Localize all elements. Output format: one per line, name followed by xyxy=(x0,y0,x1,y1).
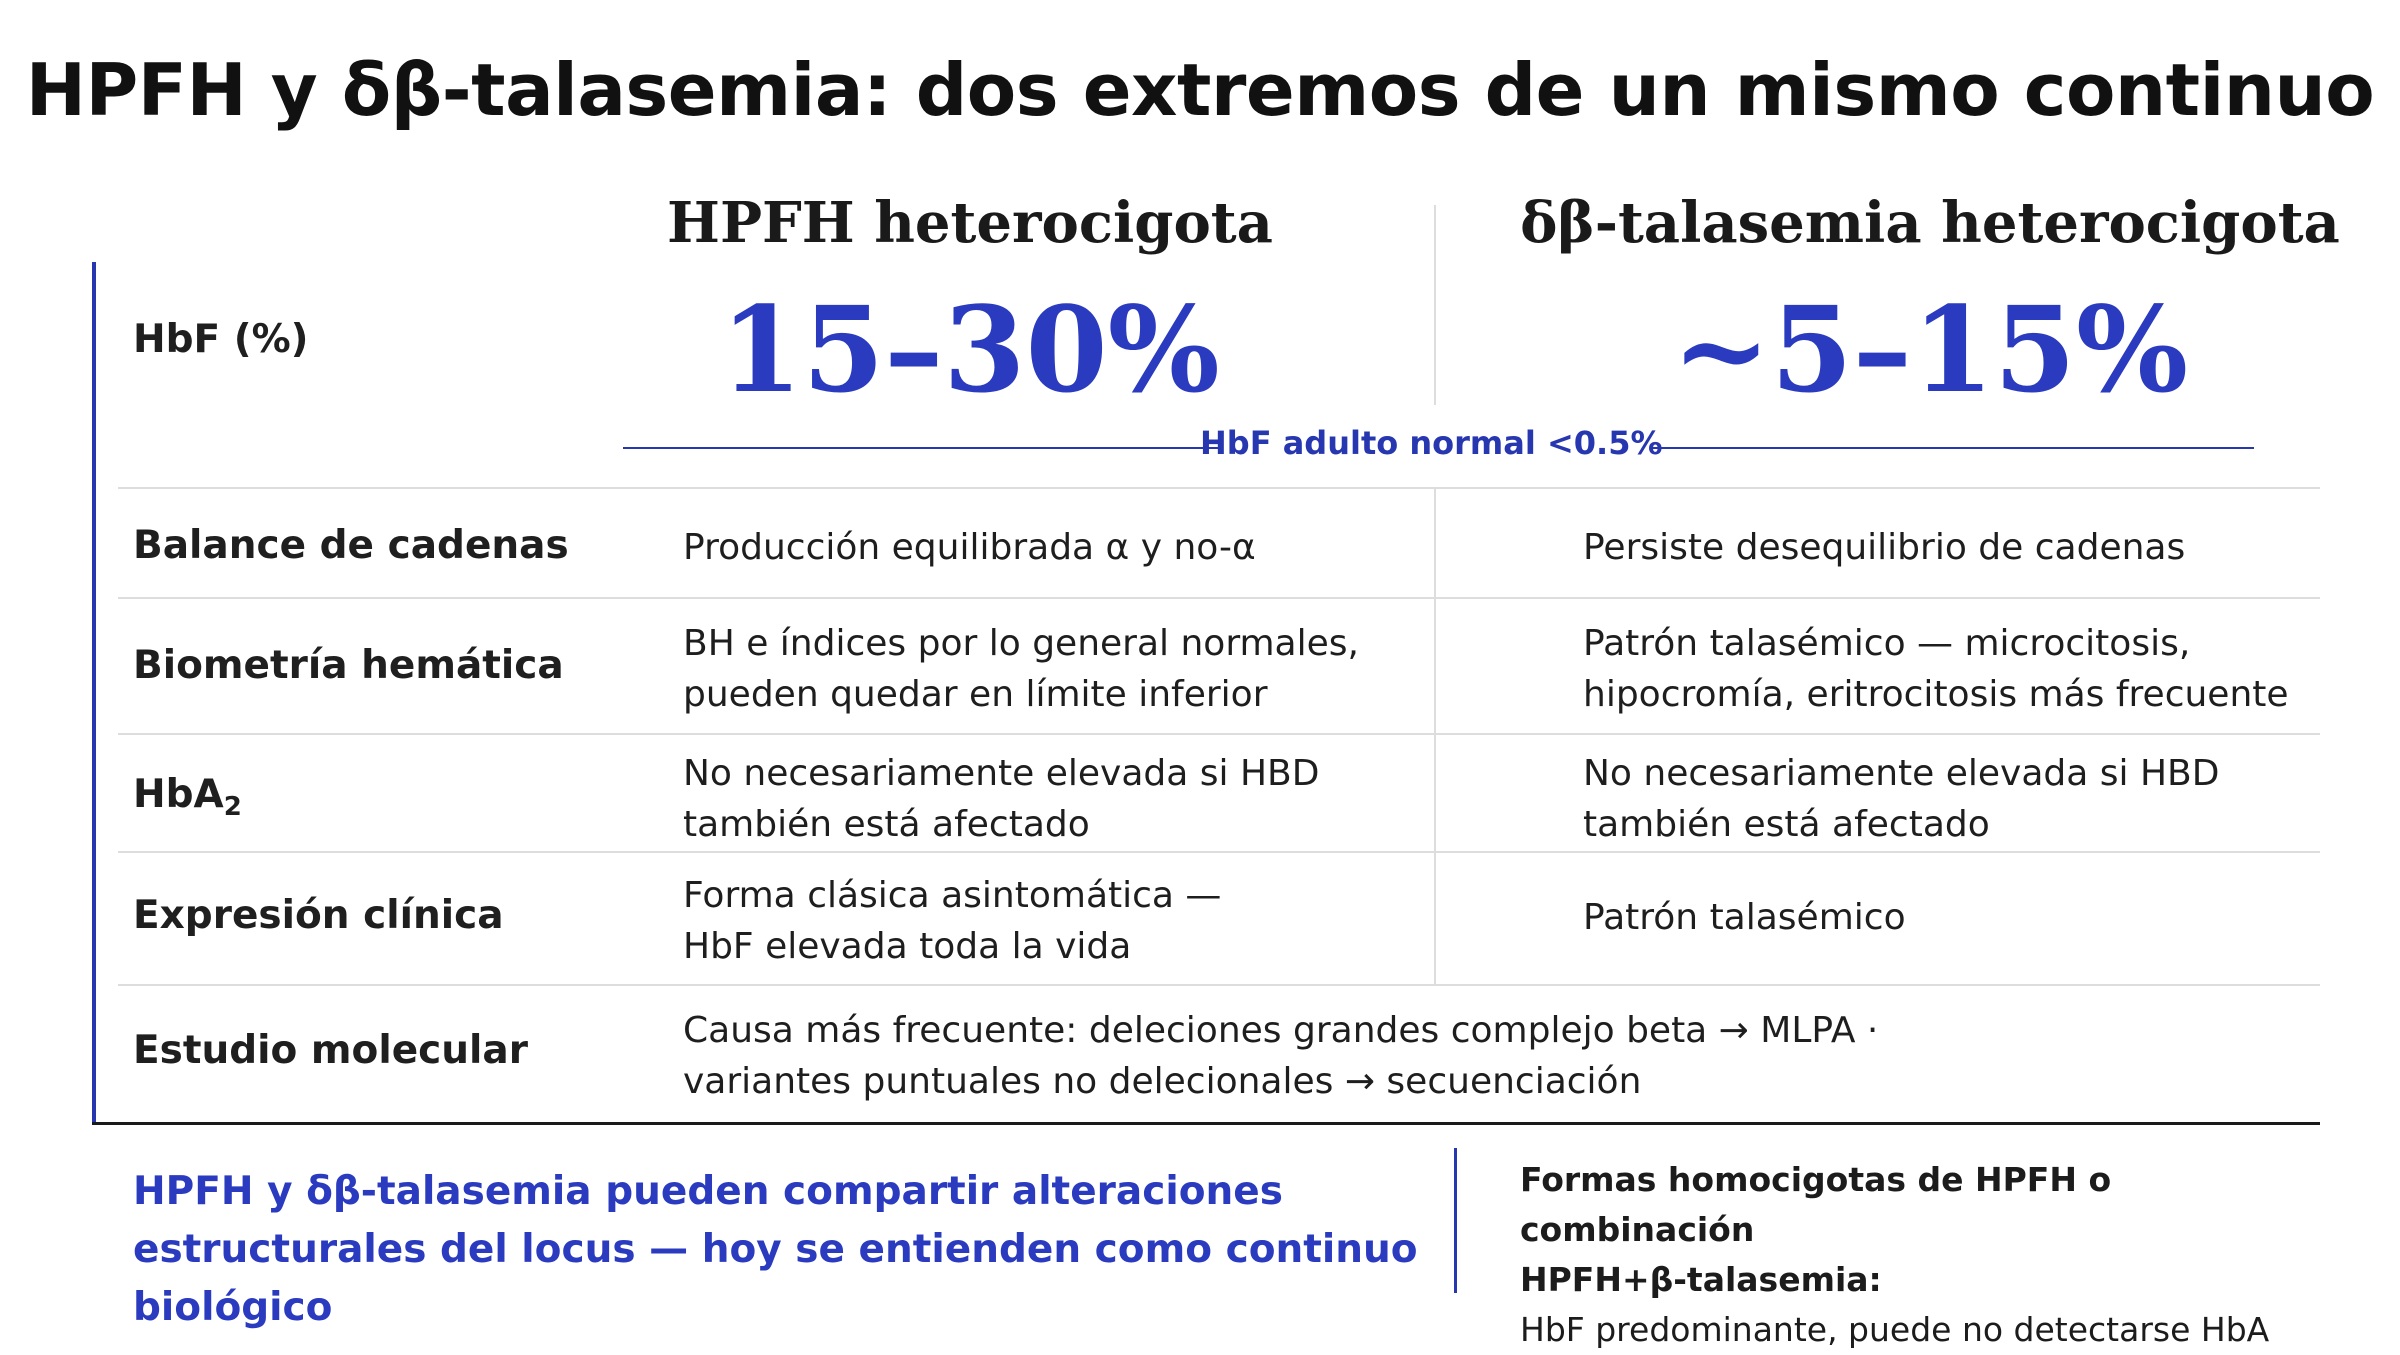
cell-line: Patrón talasémico — microcitosis, xyxy=(1583,623,2191,664)
row-divider xyxy=(118,733,2320,735)
cell-line: también está afectado xyxy=(1583,804,1990,845)
cell-line: variantes puntuales no delecionales → se… xyxy=(683,1061,1642,1102)
column-divider xyxy=(1434,489,1436,984)
hbf-value-hpfh: 15–30% xyxy=(720,280,1220,419)
cell-balance-db-thal: Persiste desequilibrio de cadenas xyxy=(1583,522,2185,573)
hbf-value-db-thal: ~5–15% xyxy=(1671,280,2189,419)
cell-line: pueden quedar en límite inferior xyxy=(683,674,1268,715)
cell-line: hipocromía, eritrocitosis más frecuente xyxy=(1583,674,2289,715)
row-label-molecular: Estudio molecular xyxy=(133,1028,528,1073)
row-divider xyxy=(118,487,2320,489)
cell-line: Causa más frecuente: deleciones grandes … xyxy=(683,1010,1879,1051)
cell-text: Producción equilibrada α y no-α xyxy=(683,527,1256,568)
row-divider xyxy=(118,851,2320,853)
footer-divider xyxy=(1454,1148,1457,1293)
label-subscript: 2 xyxy=(223,792,242,822)
cell-line: también está afectado xyxy=(683,804,1090,845)
row-label-clinica: Expresión clínica xyxy=(133,893,504,938)
footer-heading-line: HPFH+β-talasemia: xyxy=(1520,1260,1882,1299)
reference-line-left xyxy=(623,447,1223,449)
cell-hba2-db-thal: No necesariamente elevada si HBD también… xyxy=(1583,748,2219,850)
footer-note-line: HPFH y δβ-talasemia pueden compartir alt… xyxy=(133,1169,1283,1214)
reference-label: HbF adulto normal <0.5% xyxy=(1200,424,1663,462)
label-main: HbA xyxy=(133,772,224,817)
row-label-biometria: Biometría hemática xyxy=(133,643,564,688)
footer-note: HPFH y δβ-talasemia pueden compartir alt… xyxy=(133,1163,1423,1337)
cell-hba2-hpfh: No necesariamente elevada si HBD también… xyxy=(683,748,1319,850)
footer-note-line: estructurales del locus — hoy se entiend… xyxy=(133,1227,1418,1330)
cell-clinica-db-thal: Patrón talasémico xyxy=(1583,892,1906,943)
cell-molecular: Causa más frecuente: deleciones grandes … xyxy=(683,1005,1878,1107)
footer-heading-line: Formas homocigotas de HPFH o combinación xyxy=(1520,1160,2112,1249)
table-bottom-rule xyxy=(92,1122,2320,1125)
footer-homozygous-note: Formas homocigotas de HPFH o combinación… xyxy=(1520,1155,2320,1355)
column-heading-db-thal: δβ-talasemia heterocigota xyxy=(1520,190,2340,256)
cell-line: No necesariamente elevada si HBD xyxy=(1583,753,2220,794)
footer-text: HbF predominante, puede no detectarse Hb… xyxy=(1520,1310,2270,1349)
cell-clinica-hpfh: Forma clásica asintomática — HbF elevada… xyxy=(683,870,1221,972)
cell-line: HbF elevada toda la vida xyxy=(683,926,1132,967)
cell-biometria-db-thal: Patrón talasémico — microcitosis, hipocr… xyxy=(1583,618,2289,720)
cell-biometria-hpfh: BH e índices por lo general normales, pu… xyxy=(683,618,1359,720)
row-label-hba2: HbA2 xyxy=(133,772,242,822)
row-label-hbf: HbF (%) xyxy=(133,317,309,362)
cell-line: Forma clásica asintomática — xyxy=(683,875,1222,916)
row-label-balance: Balance de cadenas xyxy=(133,523,569,568)
left-accent-rule xyxy=(92,262,96,1122)
page-title: HPFH y δβ-talasemia: dos extremos de un … xyxy=(25,48,2375,132)
row-divider xyxy=(118,984,2320,986)
header-column-divider xyxy=(1434,205,1436,405)
reference-line-right xyxy=(1650,447,2254,449)
cell-line: BH e índices por lo general normales, xyxy=(683,623,1359,664)
cell-text: Patrón talasémico xyxy=(1583,897,1906,938)
cell-balance-hpfh: Producción equilibrada α y no-α xyxy=(683,522,1256,573)
cell-text: Persiste desequilibrio de cadenas xyxy=(1583,527,2186,568)
column-heading-hpfh: HPFH heterocigota xyxy=(667,190,1273,256)
row-divider xyxy=(118,597,2320,599)
cell-line: No necesariamente elevada si HBD xyxy=(683,753,1320,794)
